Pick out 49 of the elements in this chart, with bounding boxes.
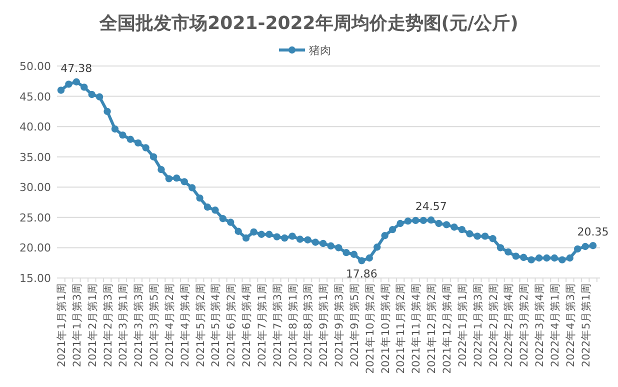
x-tick-label: 2021年8月第3周	[302, 283, 315, 368]
x-tick-label: 2021年3月第5周	[148, 283, 161, 368]
y-tick-label: 35.00	[20, 150, 51, 164]
data-label: 47.38	[60, 62, 92, 75]
x-tick-label: 2021年3月第1周	[118, 283, 130, 368]
x-tick-label: 2021年9月第3周	[334, 283, 346, 368]
x-tick-label: 2022年2月第4周	[503, 283, 516, 368]
x-tick-label: 2021年9月第5周	[348, 283, 361, 368]
x-tick-label: 2021年5月第4周	[210, 283, 222, 368]
y-tick-label: 30.00	[20, 181, 51, 194]
y-tick-label: 25.00	[20, 211, 51, 224]
x-tick-label: 2021年4月第2周	[164, 283, 176, 368]
x-tick-label: 2021年11月第2周	[395, 283, 408, 374]
x-tick-label: 2021年5月第2周	[194, 283, 207, 368]
x-tick-label: 2021年12月第4周	[442, 283, 454, 374]
x-tick-label: 2022年3月第2周	[518, 283, 531, 368]
data-label: 24.57	[415, 200, 447, 214]
x-tick-label: 2021年10月第4周	[380, 283, 392, 374]
x-tick-label: 2021年11月第4周	[410, 283, 423, 374]
x-tick-label: 2022年2月第2周	[488, 283, 500, 368]
x-tick-label: 2022年1月第1周	[456, 283, 469, 368]
x-tick-label: 2021年2月第1周	[86, 283, 99, 368]
x-tick-label: 2021年6月第2周	[226, 283, 238, 368]
x-tick-label: 2021年6月第4周	[241, 283, 254, 368]
x-tick-label: 2021年12月第2周	[426, 283, 438, 374]
x-tick-label: 2021年2月第3周	[102, 283, 114, 368]
x-tick-label: 2021年1月第1周	[56, 283, 68, 368]
x-tick-label: 2022年4月第3周	[564, 283, 577, 368]
y-tick-label: 45.00	[20, 90, 51, 104]
data-label: 20.35	[577, 226, 609, 239]
x-tick-label: 2022年4月第1周	[549, 283, 562, 368]
x-tick-label: 2022年1月第3周	[472, 283, 484, 368]
x-tick-label: 2021年7月第3周	[272, 283, 284, 368]
y-tick-label: 15.00	[20, 272, 51, 285]
data-label: 17.86	[346, 268, 378, 281]
y-tick-label: 50.00	[20, 60, 51, 73]
chart-title: 全国批发市场2021-2022年周均价走势图(元/公斤)	[98, 13, 518, 34]
x-tick-label: 2021年10月第2周	[364, 283, 376, 374]
x-tick-label: 2021年3月第3周	[133, 283, 146, 368]
x-tick-label: 2021年7月第1周	[256, 283, 268, 368]
x-tick-label: 2022年5月第1周	[580, 283, 592, 368]
y-tick-label: 20.00	[20, 242, 51, 255]
x-tick-label: 2021年4月第4周	[179, 283, 192, 368]
y-tick-label: 40.00	[20, 120, 51, 134]
x-tick-label: 2021年8月第1周	[287, 283, 300, 368]
x-tick-label: 2022年3月第4周	[534, 283, 546, 368]
x-tick-label: 2021年9月第1周	[318, 283, 330, 368]
legend-label: 猪肉	[309, 44, 331, 57]
x-tick-label: 2021年1月第3周	[71, 283, 84, 368]
